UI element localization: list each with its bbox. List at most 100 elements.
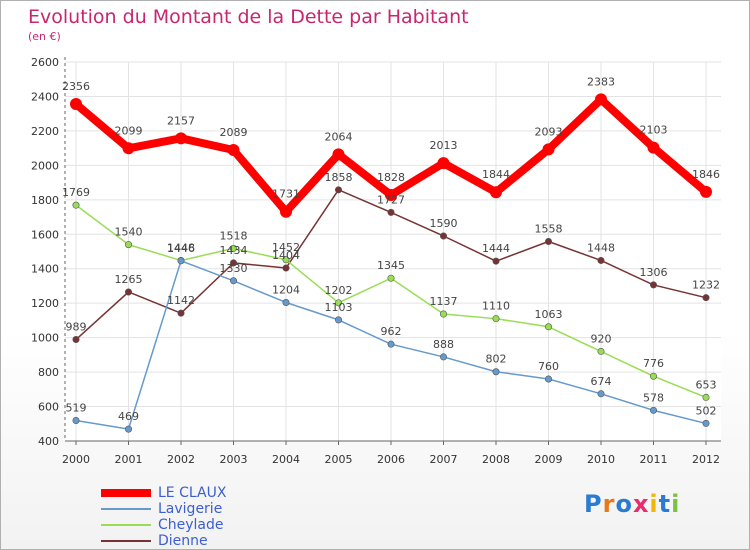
chart-title: Evolution du Montant de la Dette par Hab… [28, 6, 469, 28]
x-tick-label: 2002 [167, 453, 195, 466]
plot-area [65, 62, 721, 441]
data-point [437, 157, 450, 170]
data-point [649, 372, 657, 380]
data-label: 653 [696, 378, 717, 391]
data-label: 2099 [115, 124, 143, 137]
data-point [230, 244, 238, 252]
data-label: 1844 [482, 168, 510, 181]
data-point [177, 257, 185, 265]
data-point [649, 281, 657, 289]
x-tick-label: 2010 [587, 453, 615, 466]
data-label: 1727 [377, 193, 405, 206]
logo-letter: P [584, 490, 603, 518]
data-point [125, 288, 133, 296]
legend-swatch [101, 540, 151, 542]
y-tick-label: 1400 [31, 263, 59, 276]
data-point [72, 336, 80, 344]
data-point [597, 347, 605, 355]
data-point [177, 309, 185, 317]
data-label: 2383 [587, 75, 615, 88]
data-label: 1448 [167, 241, 195, 254]
data-point [492, 315, 500, 323]
data-label: 962 [381, 325, 402, 338]
data-point [544, 375, 552, 383]
data-label: 1731 [272, 188, 300, 201]
data-label: 1137 [430, 295, 458, 308]
data-label: 760 [538, 360, 559, 373]
data-label: 1828 [377, 171, 405, 184]
data-point [439, 353, 447, 361]
data-point [544, 238, 552, 246]
logo-letter: i [649, 490, 659, 518]
data-label: 1204 [272, 283, 300, 296]
logo-letter: i [671, 490, 681, 518]
data-point [334, 186, 342, 194]
x-tick-label: 2009 [535, 453, 563, 466]
data-label: 1558 [535, 223, 563, 236]
data-point [387, 274, 395, 282]
data-point [282, 264, 290, 272]
data-point [597, 390, 605, 398]
data-point [387, 208, 395, 216]
data-point [175, 132, 187, 145]
data-label: 776 [643, 357, 664, 370]
y-tick-label: 1800 [31, 194, 59, 207]
legend-swatch [101, 489, 151, 497]
data-point [700, 185, 712, 198]
x-tick-label: 2005 [325, 453, 353, 466]
data-point [439, 310, 447, 318]
x-tick-label: 2006 [377, 453, 405, 466]
data-label: 1202 [325, 284, 353, 297]
data-point [72, 416, 80, 424]
y-tick-label: 1000 [31, 332, 59, 345]
data-point [227, 144, 240, 157]
data-point [230, 277, 238, 285]
data-point [647, 141, 660, 154]
data-label: 2356 [62, 80, 90, 93]
x-tick-label: 2007 [430, 453, 458, 466]
proxiti-logo: Proxiti [584, 490, 680, 518]
legend-label: Lavigerie [158, 501, 223, 517]
data-label: 1448 [587, 241, 615, 254]
data-label: 1103 [325, 301, 353, 314]
data-point [492, 257, 500, 265]
data-point [72, 201, 80, 209]
data-label: 1769 [62, 186, 90, 199]
data-point [702, 393, 710, 401]
data-label: 674 [591, 375, 612, 388]
data-point [439, 232, 447, 240]
data-label: 2064 [325, 130, 353, 143]
data-label: 2157 [167, 114, 195, 127]
legend-swatch [101, 508, 151, 510]
data-point [70, 98, 82, 111]
data-point [702, 419, 710, 427]
data-point [125, 425, 133, 433]
y-tick-label: 1200 [31, 297, 59, 310]
y-tick-label: 600 [38, 401, 59, 414]
data-point [122, 142, 135, 155]
y-tick-label: 2200 [31, 125, 59, 138]
data-label: 1110 [482, 300, 510, 313]
data-point [334, 299, 342, 307]
data-label: 1590 [430, 217, 458, 230]
data-label: 1063 [535, 308, 563, 321]
y-tick-label: 2600 [31, 56, 59, 69]
data-point [385, 188, 397, 201]
data-point [282, 256, 290, 264]
legend-label: LE CLAUX [158, 485, 227, 501]
data-point [649, 406, 657, 414]
data-label: 1858 [325, 171, 353, 184]
x-tick-label: 2001 [115, 453, 143, 466]
y-tick-label: 2400 [31, 90, 59, 103]
legend-label: Cheylade [158, 517, 224, 533]
data-label: 1404 [272, 249, 300, 262]
data-label: 1330 [220, 262, 248, 275]
data-point [542, 143, 555, 156]
data-label: 1306 [640, 266, 668, 279]
legend-swatch [101, 524, 151, 526]
x-tick-label: 2012 [692, 453, 720, 466]
data-label: 2089 [220, 126, 248, 139]
data-point [332, 148, 345, 161]
data-label: 989 [66, 321, 87, 334]
